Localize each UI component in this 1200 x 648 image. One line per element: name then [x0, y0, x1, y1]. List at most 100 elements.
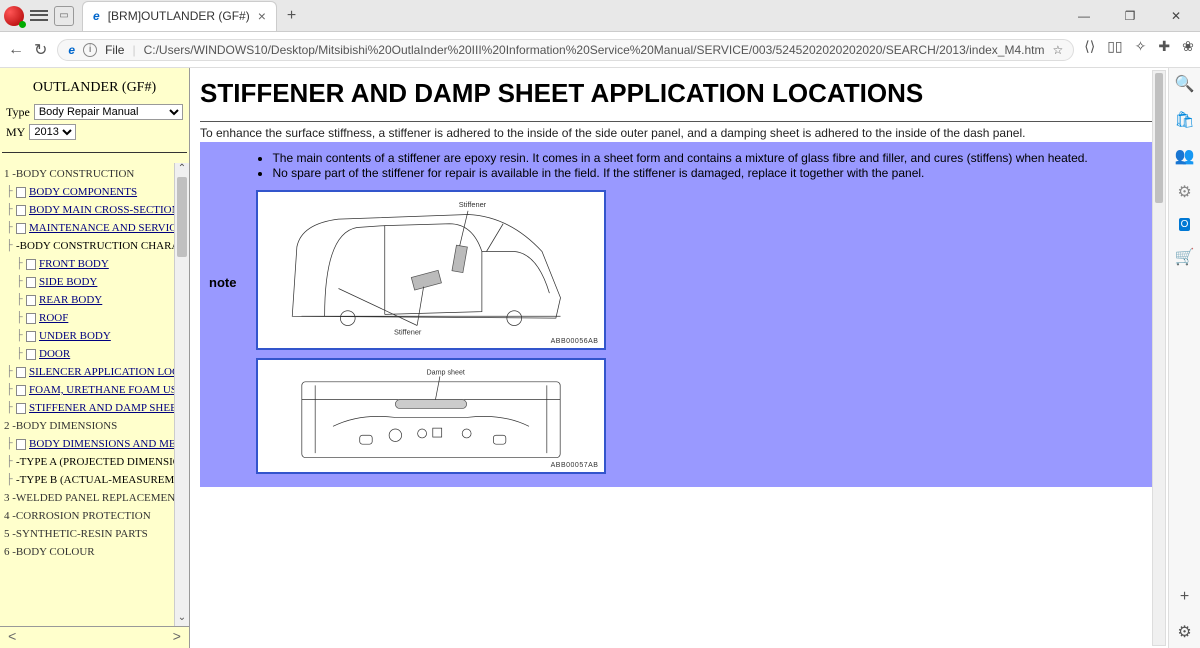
tree-item[interactable]: DOOR [4, 345, 174, 363]
scroll-up-icon[interactable]: ⌃ [175, 163, 189, 177]
info-icon[interactable]: i [83, 43, 97, 57]
titlebar-left: ▭ [4, 6, 74, 26]
page-title: STIFFENER AND DAMP SHEET APPLICATION LOC… [200, 78, 1158, 109]
back-button[interactable]: ← [8, 38, 24, 62]
scroll-thumb[interactable] [177, 177, 187, 257]
content-scrollbar[interactable] [1152, 70, 1166, 646]
extensions-icon[interactable]: ⟨⟩ [1084, 38, 1095, 62]
page-icon [16, 403, 26, 414]
url-text[interactable]: C:/Users/WINDOWS10/Desktop/Mitsibishi%20… [144, 43, 1045, 57]
note-bullets: The main contents of a stiffener are epo… [272, 151, 1149, 180]
tree-item[interactable]: UNDER BODY [4, 327, 174, 345]
recent-icon[interactable] [30, 7, 48, 25]
titlebar: ▭ e [BRM]OUTLANDER (GF#) × + — ❐ ✕ [0, 0, 1200, 32]
nav-forward[interactable]: > [173, 630, 181, 646]
settings-sidebar-icon[interactable]: ⚙ [1177, 622, 1191, 642]
tree-link[interactable]: STIFFENER AND DAMP SHEET APPL [29, 402, 174, 414]
content-scroll-thumb[interactable] [1155, 73, 1163, 203]
collections-icon[interactable]: ✚ [1158, 38, 1170, 62]
ie-icon: e [93, 9, 100, 23]
shopping-icon[interactable]: 🛍 [1174, 110, 1194, 130]
search-icon[interactable]: 🔍 [1175, 74, 1195, 94]
title-divider [200, 121, 1158, 122]
tree-link[interactable]: DOOR [39, 348, 70, 360]
tree-section[interactable]: 6 -BODY COLOUR [4, 543, 174, 561]
tree-item[interactable]: -TYPE A (PROJECTED DIMENSIONS) [4, 453, 174, 471]
outlook-icon[interactable]: O [1179, 218, 1191, 231]
tree-link[interactable]: REAR BODY [39, 294, 102, 306]
tree-item[interactable]: FRONT BODY [4, 255, 174, 273]
tree-link[interactable]: BODY COMPONENTS [29, 186, 137, 198]
scroll-down-icon[interactable]: ⌄ [175, 612, 189, 626]
stiffener-label-bottom: Stiffener [394, 328, 422, 337]
url-box[interactable]: e i File | C:/Users/WINDOWS10/Desktop/Mi… [57, 39, 1074, 61]
tree-section[interactable]: 1 -BODY CONSTRUCTION [4, 165, 174, 183]
tree-item[interactable]: ROOF [4, 309, 174, 327]
tree-item[interactable]: -BODY CONSTRUCTION CHARACTERIS [4, 237, 174, 255]
my-select[interactable]: 2013 [29, 124, 76, 140]
tree-scrollbar[interactable]: ⌃ ⌄ [174, 163, 189, 626]
page-icon [16, 385, 26, 396]
bullet-1: The main contents of a stiffener are epo… [272, 151, 1149, 165]
tree-item[interactable]: BODY COMPONENTS [4, 183, 174, 201]
tree-link[interactable]: FOAM, URETHANE FOAM USAGE L [29, 384, 174, 396]
tree-item[interactable]: BODY DIMENSIONS AND MEASURE [4, 435, 174, 453]
file-label: File [105, 43, 124, 57]
tree-link[interactable]: BODY DIMENSIONS AND MEASURE [29, 438, 174, 450]
nav-tree[interactable]: 1 -BODY CONSTRUCTION BODY COMPONENTS BODY … [0, 163, 174, 626]
dash-svg: Damp sheet [262, 364, 600, 462]
minimize-button[interactable]: — [1064, 2, 1104, 30]
tree-item[interactable]: STIFFENER AND DAMP SHEET APPL [4, 399, 174, 417]
tree-link[interactable]: SILENCER APPLICATION LOCATION [29, 366, 174, 378]
add-sidebar-icon[interactable]: + [1180, 588, 1189, 606]
refresh-button[interactable]: ↻ [34, 38, 47, 62]
favorites-icon[interactable]: ✧ [1135, 38, 1147, 62]
close-window-button[interactable]: ✕ [1156, 2, 1196, 30]
page-icon [16, 205, 26, 216]
toolbar-icons: ⟨⟩ ▯▯ ✧ ✚ ❀ ⭳ ⋯ [1084, 38, 1200, 62]
tools-icon[interactable]: ⚙ [1177, 182, 1191, 202]
vehicle-title: OUTLANDER (GF#) [4, 80, 185, 96]
type-select[interactable]: Body Repair Manual [34, 104, 183, 120]
page-icon [26, 277, 36, 288]
tab-close-icon[interactable]: × [258, 8, 266, 24]
people-icon[interactable]: 👥 [1175, 146, 1195, 166]
diagram-damp-sheet: Damp sheet ABB00057AB [256, 358, 606, 474]
nav-footer: < > [0, 626, 189, 648]
tree-item[interactable]: MAINTENANCE AND SERVICEABIL [4, 219, 174, 237]
intro-text: To enhance the surface stiffness, a stif… [200, 126, 1158, 140]
page-icon [26, 349, 36, 360]
tree-section[interactable]: 2 -BODY DIMENSIONS [4, 417, 174, 435]
tree-link[interactable]: BODY MAIN CROSS-SECTIONAL VIE [29, 204, 174, 216]
profile-icon[interactable] [4, 6, 24, 26]
tree-link[interactable]: UNDER BODY [39, 330, 111, 342]
separator: | [132, 43, 135, 57]
tree-item[interactable]: SILENCER APPLICATION LOCATION [4, 363, 174, 381]
workspace-icon[interactable]: ▭ [54, 6, 74, 26]
tree-item[interactable]: BODY MAIN CROSS-SECTIONAL VIE [4, 201, 174, 219]
rewards-icon[interactable]: ❀ [1182, 38, 1194, 62]
diagram-stiffener: Stiffener Stiffener ABB00056AB [256, 190, 606, 350]
maximize-button[interactable]: ❐ [1110, 2, 1150, 30]
ie-small-icon: e [68, 43, 75, 57]
tree-item[interactable]: FOAM, URETHANE FOAM USAGE L [4, 381, 174, 399]
tree-link[interactable]: SIDE BODY [39, 276, 97, 288]
tree-section[interactable]: 4 -CORROSION PROTECTION [4, 507, 174, 525]
tree-item[interactable]: -TYPE B (ACTUAL-MEASUREMENT DIM [4, 471, 174, 489]
page-icon [26, 331, 36, 342]
new-tab-button[interactable]: + [277, 7, 306, 25]
nav-back[interactable]: < [8, 630, 16, 646]
tree-section[interactable]: 5 -SYNTHETIC-RESIN PARTS [4, 525, 174, 543]
tree-link[interactable]: ROOF [39, 312, 68, 324]
tree-link[interactable]: FRONT BODY [39, 258, 109, 270]
tree-link[interactable]: MAINTENANCE AND SERVICEABIL [29, 222, 174, 234]
tree-item[interactable]: REAR BODY [4, 291, 174, 309]
cart-icon[interactable]: 🛒 [1175, 247, 1195, 267]
page-icon [16, 223, 26, 234]
split-icon[interactable]: ▯▯ [1107, 38, 1122, 62]
star-icon[interactable]: ☆ [1052, 43, 1063, 57]
browser-tab[interactable]: e [BRM]OUTLANDER (GF#) × [82, 1, 277, 31]
content-pane: STIFFENER AND DAMP SHEET APPLICATION LOC… [190, 68, 1168, 648]
tree-section[interactable]: 3 -WELDED PANEL REPLACEMENT [4, 489, 174, 507]
tree-item[interactable]: SIDE BODY [4, 273, 174, 291]
